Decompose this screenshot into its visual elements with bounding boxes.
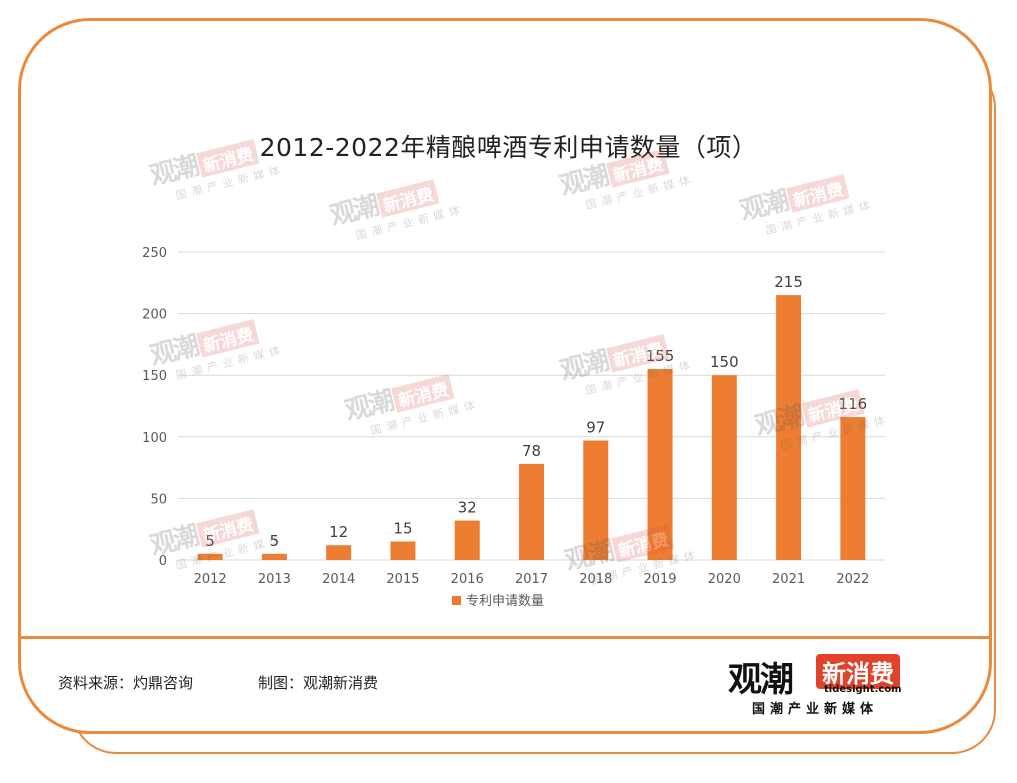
- x-tick-label: 2018: [579, 572, 612, 587]
- data-labels: 5 5 12 15 32 78 97 155 150 215 116: [205, 273, 867, 550]
- x-tick-label: 2015: [386, 572, 419, 587]
- x-tick-label: 2022: [836, 572, 869, 587]
- logo-main: 观潮: [728, 660, 794, 700]
- bar: [261, 553, 287, 560]
- legend-label: 专利申请数量: [466, 594, 544, 609]
- x-tick-label: 2016: [451, 572, 484, 587]
- bar: [519, 463, 544, 560]
- logo-url: tidesight.com: [824, 684, 902, 695]
- maker-text: 制图：观潮新消费: [258, 674, 379, 692]
- footer-divider: [18, 636, 989, 639]
- bar: [583, 440, 609, 560]
- x-tick-label: 2014: [322, 572, 355, 587]
- bar: [390, 541, 416, 560]
- data-label: 5: [270, 532, 280, 550]
- data-label: 78: [522, 442, 541, 460]
- data-label: 116: [839, 395, 868, 413]
- bar: [197, 553, 223, 560]
- data-label: 150: [710, 353, 739, 371]
- bar: [454, 520, 480, 560]
- bars: [197, 295, 866, 560]
- data-label: 155: [646, 347, 675, 365]
- data-label: 32: [458, 499, 477, 517]
- data-label: 5: [205, 532, 215, 550]
- x-axis-ticks: 2012 2013 2014 2015 2016 2017 2018 2019 2020 2021…: [194, 572, 870, 587]
- data-label: 12: [329, 523, 348, 541]
- y-tick-label: 200: [142, 308, 167, 323]
- bar: [326, 545, 352, 560]
- chart-title: 2012-2022年精酿啤酒专利申请数量（项）: [259, 133, 758, 162]
- x-tick-label: 2012: [194, 572, 227, 587]
- legend: 专利申请数量: [452, 594, 544, 609]
- card-frame: [18, 18, 992, 734]
- bar-chart: 0 50 100 150 200 250 5 5 12 15 32 78 97 155 150 215 116…: [142, 246, 885, 609]
- data-label: 97: [586, 418, 605, 436]
- legend-swatch: [452, 596, 461, 605]
- brand-logo: 观潮 新消费 tidesight.com 国潮产业新媒体: [728, 652, 938, 717]
- bar: [840, 417, 866, 560]
- bar: [647, 369, 673, 560]
- y-tick-label: 50: [150, 492, 167, 507]
- y-tick-label: 150: [142, 369, 167, 384]
- x-tick-label: 2013: [258, 572, 291, 587]
- y-axis-ticks: 0 50 100 150 200 250: [142, 246, 167, 569]
- logo-badge: 新消费: [816, 654, 900, 689]
- data-label: 215: [774, 273, 803, 291]
- x-tick-label: 2021: [772, 572, 805, 587]
- x-tick-label: 2017: [515, 572, 548, 587]
- y-tick-label: 250: [142, 246, 167, 261]
- x-tick-label: 2020: [708, 572, 741, 587]
- y-tick-label: 100: [142, 431, 167, 446]
- logo-tagline: 国潮产业新媒体: [752, 702, 879, 717]
- bar: [776, 295, 802, 560]
- y-tick-label: 0: [159, 554, 167, 569]
- source-text: 资料来源：灼鼎咨询: [58, 674, 194, 692]
- x-tick-label: 2019: [643, 572, 676, 587]
- bar: [711, 375, 737, 560]
- data-label: 15: [393, 520, 412, 538]
